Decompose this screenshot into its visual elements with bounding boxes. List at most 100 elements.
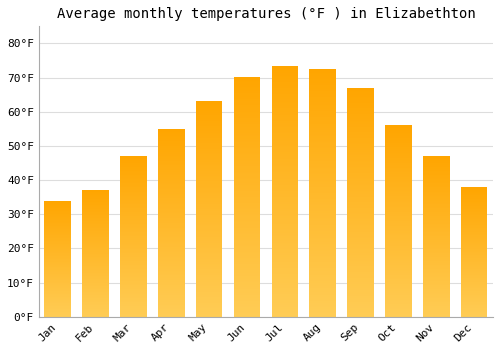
Bar [158, 209, 184, 210]
Bar [44, 241, 71, 242]
Bar [82, 243, 109, 244]
Bar [234, 155, 260, 156]
Bar [423, 216, 450, 217]
Bar [196, 308, 222, 309]
Bar [348, 175, 374, 176]
Bar [348, 176, 374, 177]
Bar [158, 164, 184, 166]
Bar [158, 307, 184, 308]
Bar [120, 256, 146, 257]
Bar [158, 150, 184, 152]
Bar [120, 270, 146, 271]
Bar [423, 187, 450, 188]
Bar [310, 198, 336, 199]
Bar [423, 189, 450, 190]
Bar [44, 296, 71, 297]
Bar [348, 161, 374, 162]
Bar [82, 194, 109, 195]
Bar [348, 244, 374, 245]
Bar [310, 237, 336, 239]
Bar [196, 304, 222, 305]
Bar [272, 200, 298, 201]
Bar [385, 194, 411, 195]
Bar [310, 133, 336, 135]
Bar [196, 263, 222, 264]
Bar [461, 298, 487, 299]
Bar [461, 225, 487, 226]
Bar [44, 305, 71, 306]
Bar [272, 209, 298, 210]
Bar [120, 183, 146, 184]
Bar [196, 151, 222, 152]
Bar [120, 290, 146, 291]
Bar [196, 222, 222, 223]
Bar [158, 286, 184, 287]
Bar [234, 257, 260, 258]
Bar [461, 279, 487, 280]
Bar [385, 168, 411, 169]
Bar [310, 252, 336, 254]
Bar [423, 301, 450, 302]
Bar [385, 185, 411, 186]
Bar [461, 193, 487, 194]
Bar [310, 253, 336, 255]
Bar [234, 279, 260, 280]
Bar [196, 215, 222, 216]
Bar [310, 302, 336, 303]
Bar [82, 286, 109, 287]
Bar [461, 221, 487, 222]
Bar [348, 281, 374, 282]
Bar [82, 216, 109, 217]
Bar [120, 197, 146, 198]
Bar [196, 253, 222, 254]
Bar [82, 267, 109, 268]
Bar [196, 268, 222, 270]
Bar [234, 100, 260, 102]
Bar [196, 228, 222, 229]
Bar [385, 157, 411, 158]
Bar [385, 178, 411, 179]
Bar [423, 198, 450, 199]
Bar [461, 220, 487, 221]
Bar [234, 251, 260, 252]
Bar [82, 195, 109, 196]
Bar [310, 187, 336, 188]
Bar [461, 287, 487, 288]
Bar [385, 296, 411, 297]
Bar [272, 94, 298, 96]
Bar [348, 132, 374, 134]
Bar [272, 107, 298, 108]
Bar [158, 145, 184, 146]
Bar [461, 290, 487, 291]
Bar [461, 281, 487, 282]
Bar [310, 208, 336, 209]
Bar [310, 307, 336, 308]
Bar [461, 296, 487, 297]
Bar [385, 174, 411, 175]
Bar [234, 79, 260, 80]
Bar [385, 294, 411, 295]
Bar [120, 312, 146, 313]
Bar [310, 308, 336, 309]
Bar [385, 183, 411, 184]
Bar [44, 238, 71, 239]
Bar [272, 131, 298, 132]
Bar [310, 85, 336, 86]
Bar [44, 301, 71, 302]
Bar [461, 240, 487, 241]
Bar [310, 216, 336, 218]
Bar [348, 131, 374, 132]
Bar [461, 226, 487, 227]
Bar [272, 102, 298, 103]
Bar [348, 91, 374, 92]
Bar [196, 305, 222, 306]
Bar [120, 164, 146, 165]
Bar [461, 265, 487, 266]
Bar [348, 115, 374, 117]
Bar [120, 241, 146, 242]
Bar [234, 105, 260, 106]
Bar [196, 116, 222, 117]
Bar [82, 270, 109, 271]
Bar [120, 238, 146, 239]
Bar [385, 166, 411, 167]
